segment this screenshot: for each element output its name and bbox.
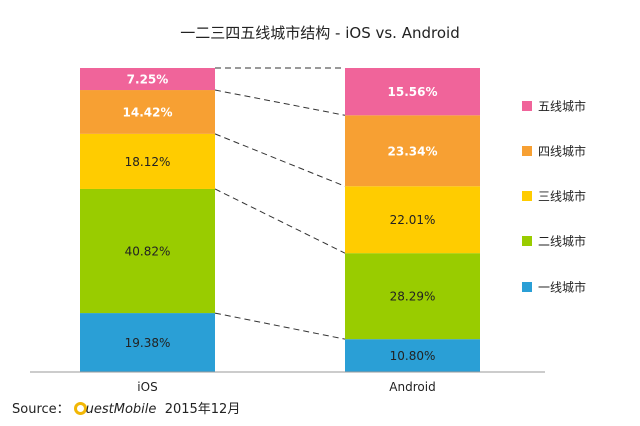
legend-label-2: 二线城市: [538, 234, 586, 249]
connector-line-3: [214, 133, 346, 187]
data-label-ios-4: 14.42%: [123, 105, 173, 119]
legend-label-5: 五线城市: [538, 99, 586, 114]
data-label-ios-3: 18.12%: [125, 155, 171, 169]
data-label-android-2: 28.29%: [390, 290, 436, 304]
connector-line-2: [214, 188, 346, 254]
data-label-ios-5: 7.25%: [127, 73, 169, 87]
x-tick-label-ios: iOS: [137, 380, 157, 394]
data-label-android-4: 23.34%: [388, 144, 438, 158]
bar-segment-android-5: [345, 68, 480, 116]
bar-segment-ios-2: [80, 188, 215, 314]
bar-segment-android-2: [345, 253, 480, 340]
legend-swatch-5: [522, 101, 532, 111]
chart-title: 一二三四五线城市结构 - iOS vs. Android: [180, 24, 459, 42]
data-label-android-3: 22.01%: [390, 213, 436, 227]
bar-segment-ios-1: [80, 313, 215, 372]
legend-label-3: 三线城市: [538, 189, 586, 204]
bar-segment-android-1: [345, 339, 480, 372]
legend-swatch-2: [522, 236, 532, 246]
source-brand: uestMobile: [85, 402, 157, 417]
questmobile-logo-icon: [73, 402, 87, 415]
source-note: Source： uestMobile 2015年12月: [12, 398, 240, 417]
bar-segment-ios-3: [80, 133, 215, 189]
connector-line-4: [214, 89, 346, 116]
connector-lines: [214, 67, 346, 340]
data-label-ios-1: 19.38%: [125, 336, 171, 350]
bars: 19.38% 40.82% 18.12% 14.42% 7.25% 10.80% 28.29…: [80, 68, 480, 372]
x-axis-tick-labels: iOS Android: [137, 380, 435, 394]
bar-segment-ios-5: [80, 68, 215, 91]
data-label-android-5: 15.56%: [388, 85, 438, 99]
legend-swatch-3: [522, 191, 532, 201]
bar-segment-ios-4: [80, 90, 215, 134]
data-label-ios-2: 40.82%: [125, 245, 171, 259]
bar-segment-android-3: [345, 186, 480, 254]
legend-swatch-1: [522, 282, 532, 292]
data-label-android-1: 10.80%: [390, 349, 436, 363]
x-tick-label-android: Android: [389, 380, 435, 394]
connector-line-1: [214, 312, 346, 340]
legend-label-4: 四线城市: [538, 144, 586, 159]
legend-label-1: 一线城市: [538, 280, 586, 295]
bar-segment-android-4: [345, 115, 480, 187]
legend-swatch-4: [522, 146, 532, 156]
source-prefix: Source：: [12, 402, 70, 417]
source-date: 2015年12月: [164, 402, 241, 417]
